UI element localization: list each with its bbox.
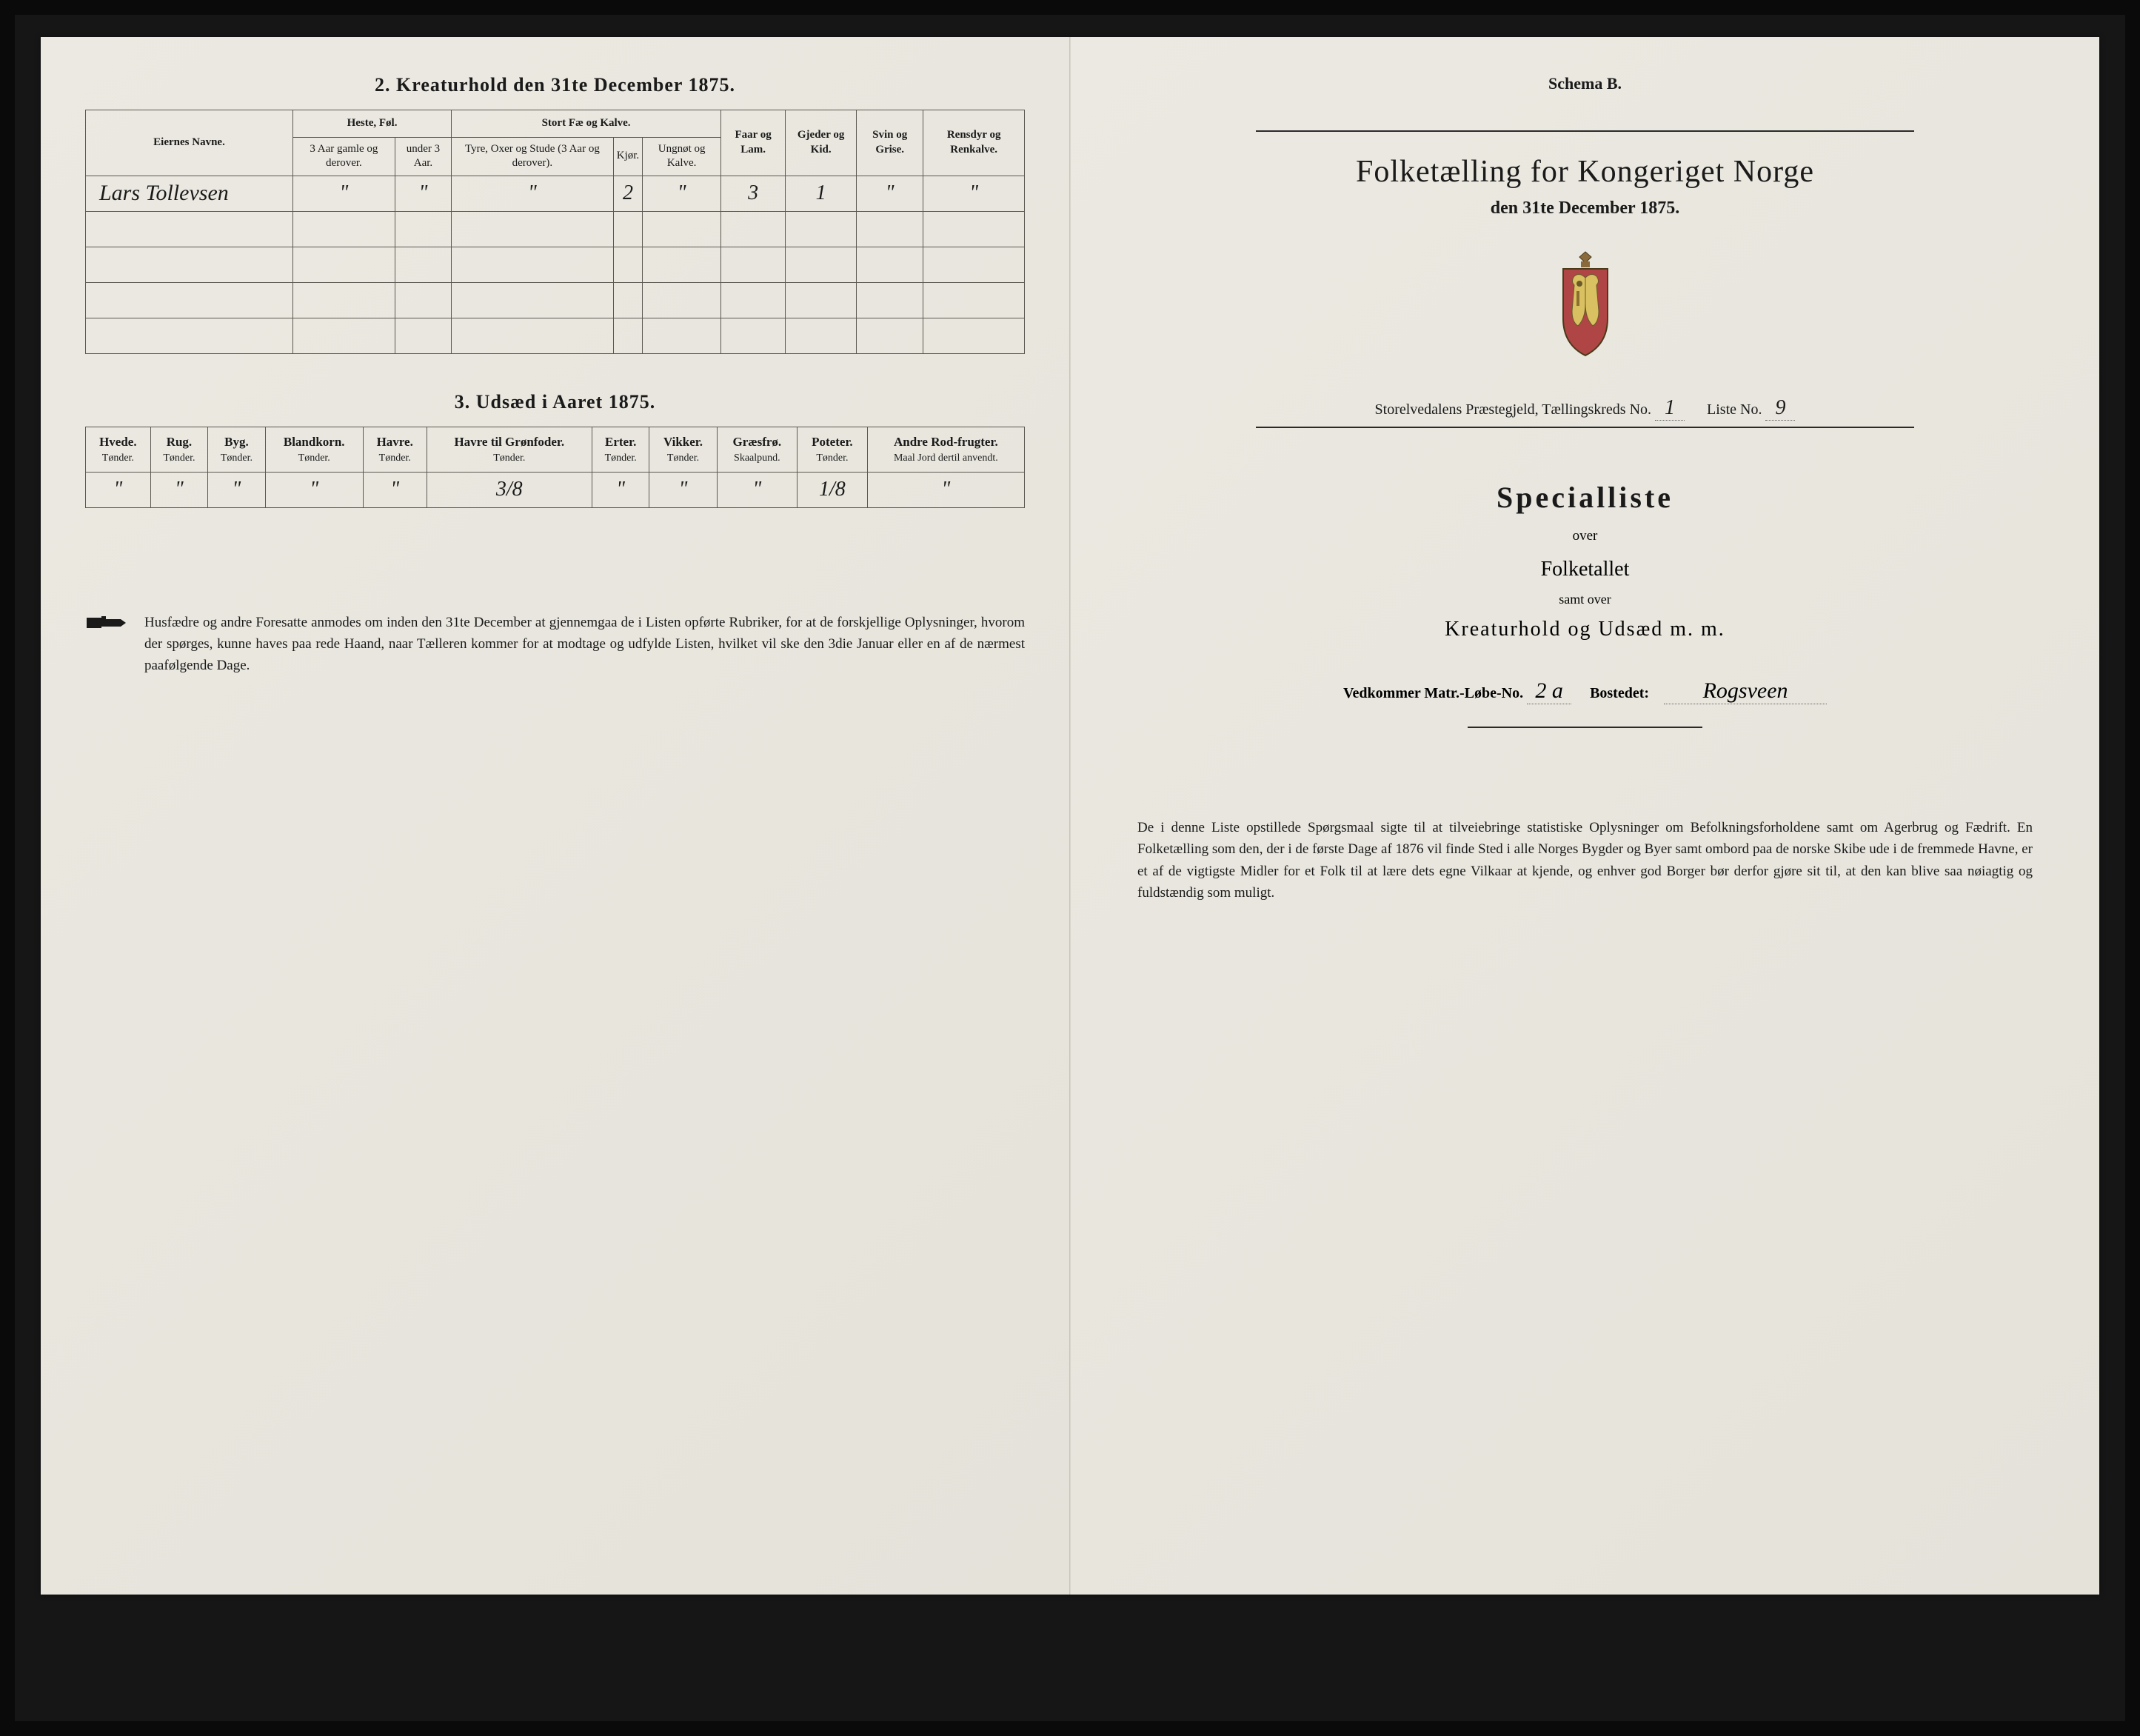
- right-page: Schema B. Folketælling for Kongeriget No…: [1070, 37, 2099, 1595]
- cell-ungnot: ": [643, 176, 721, 211]
- document-spread: 2. Kreaturhold den 31te December 1875. E…: [41, 37, 2099, 1595]
- cell-heste-old: ": [293, 176, 395, 211]
- seed-table: Hvede.Tønder. Rug.Tønder. Byg.Tønder. Bl…: [85, 427, 1025, 508]
- bottom-paragraph: De i denne Liste opstillede Spørgsmaal s…: [1115, 817, 2055, 904]
- cell-andre: ": [867, 472, 1024, 507]
- graesfro-header: Græsfrø.Skaalpund.: [717, 427, 798, 472]
- cell-gjeder: 1: [786, 176, 857, 211]
- vedkommer-line: Vedkommer Matr.-Løbe-No. 2 a Bostedet: R…: [1115, 678, 2055, 704]
- erter-header: Erter.Tønder.: [592, 427, 649, 472]
- section2-title: 2. Kreaturhold den 31te December 1875.: [85, 74, 1025, 96]
- cell-hvede: ": [86, 472, 151, 507]
- havre-header: Havre.Tønder.: [363, 427, 427, 472]
- heste-old-header: 3 Aar gamle og derover.: [293, 137, 395, 176]
- census-date: den 31te December 1875.: [1115, 198, 2055, 218]
- cell-svin: ": [857, 176, 923, 211]
- kjor-header: Kjør.: [613, 137, 642, 176]
- heste-group: Heste, Føl.: [293, 110, 452, 138]
- empty-row: [86, 282, 1025, 318]
- parish-prefix: Storelvedalens: [1375, 401, 1462, 418]
- specialliste-title: Specialliste: [1115, 480, 2055, 515]
- section3-title: 3. Udsæd i Aaret 1875.: [85, 391, 1025, 413]
- faar-header: Faar og Lam.: [721, 110, 786, 176]
- byg-header: Byg.Tønder.: [208, 427, 266, 472]
- andre-header: Andre Rod-frugter.Maal Jord dertil anven…: [867, 427, 1024, 472]
- bostedet-label: Bostedet:: [1590, 685, 1649, 701]
- parish-line: Storelvedalens Præstegjeld, Tællingskred…: [1115, 396, 2055, 421]
- over-label: over: [1115, 528, 2055, 544]
- matr-no: 2 a: [1527, 678, 1571, 704]
- kreaturhold-label: Kreaturhold og Udsæd m. m.: [1115, 618, 2055, 641]
- empty-row: [86, 247, 1025, 282]
- cell-tyre: ": [452, 176, 614, 211]
- liste-label: Liste No.: [1707, 401, 1765, 418]
- parish-label: Præstegjeld, Tællingskreds No.: [1462, 401, 1655, 418]
- vikker-header: Vikker.Tønder.: [649, 427, 717, 472]
- cell-vikker: ": [649, 472, 717, 507]
- rensdyr-header: Rensdyr og Renkalve.: [923, 110, 1025, 176]
- divider: [1256, 427, 1913, 428]
- cell-faar: 3: [721, 176, 786, 211]
- livestock-row: Lars Tollevsen " " " 2 " 3 1 " ": [86, 176, 1025, 211]
- divider: [1468, 727, 1702, 728]
- kvaeg-group: Stort Fæ og Kalve.: [452, 110, 721, 138]
- cell-kjor: 2: [613, 176, 642, 211]
- cell-blandkorn: ": [265, 472, 363, 507]
- cell-byg: ": [208, 472, 266, 507]
- cell-rensdyr: ": [923, 176, 1025, 211]
- folketallet-label: Folketallet: [1115, 558, 2055, 581]
- owner-name: Lars Tollevsen: [86, 176, 293, 211]
- empty-row: [86, 318, 1025, 353]
- blandkorn-header: Blandkorn.Tønder.: [265, 427, 363, 472]
- cell-havre-gron: 3/8: [427, 472, 592, 507]
- rug-header: Rug.Tønder.: [150, 427, 208, 472]
- schema-label: Schema B.: [1115, 74, 2055, 93]
- heste-young-header: under 3 Aar.: [395, 137, 451, 176]
- instruction-text: Husfædre og andre Foresatte anmodes om i…: [144, 612, 1025, 677]
- cell-erter: ": [592, 472, 649, 507]
- poteter-header: Poteter.Tønder.: [798, 427, 868, 472]
- cell-havre: ": [363, 472, 427, 507]
- havre-gron-header: Havre til Grønfoder.Tønder.: [427, 427, 592, 472]
- divider: [1256, 130, 1913, 132]
- owner-header: Eiernes Navne.: [86, 110, 293, 176]
- left-page: 2. Kreaturhold den 31te December 1875. E…: [41, 37, 1070, 1595]
- viewer-frame: 2. Kreaturhold den 31te December 1875. E…: [15, 15, 2125, 1721]
- cell-graesfro: ": [717, 472, 798, 507]
- census-title: Folketælling for Kongeriget Norge: [1115, 154, 2055, 190]
- tyre-header: Tyre, Oxer og Stude (3 Aar og derover).: [452, 137, 614, 176]
- samtover-label: samt over: [1115, 592, 2055, 607]
- cell-poteter: 1/8: [798, 472, 868, 507]
- livestock-table: Eiernes Navne. Heste, Føl. Stort Fæ og K…: [85, 110, 1025, 354]
- empty-row: [86, 211, 1025, 247]
- vedkommer-label: Vedkommer Matr.-Løbe-No.: [1343, 685, 1527, 701]
- ungnot-header: Ungnøt og Kalve.: [643, 137, 721, 176]
- cell-rug: ": [150, 472, 208, 507]
- instruction-block: Husfædre og andre Foresatte anmodes om i…: [85, 612, 1025, 677]
- svin-header: Svin og Grise.: [857, 110, 923, 176]
- pointing-hand-icon: [85, 612, 130, 638]
- liste-no: 9: [1765, 396, 1795, 421]
- cell-heste-young: ": [395, 176, 451, 211]
- coat-of-arms-icon: [1115, 248, 2055, 359]
- hvede-header: Hvede.Tønder.: [86, 427, 151, 472]
- seed-row: " " " " " 3/8 " " " 1/8 ": [86, 472, 1025, 507]
- bostedet-value: Rogsveen: [1664, 678, 1827, 704]
- kreds-no: 1: [1655, 396, 1685, 421]
- gjeder-header: Gjeder og Kid.: [786, 110, 857, 176]
